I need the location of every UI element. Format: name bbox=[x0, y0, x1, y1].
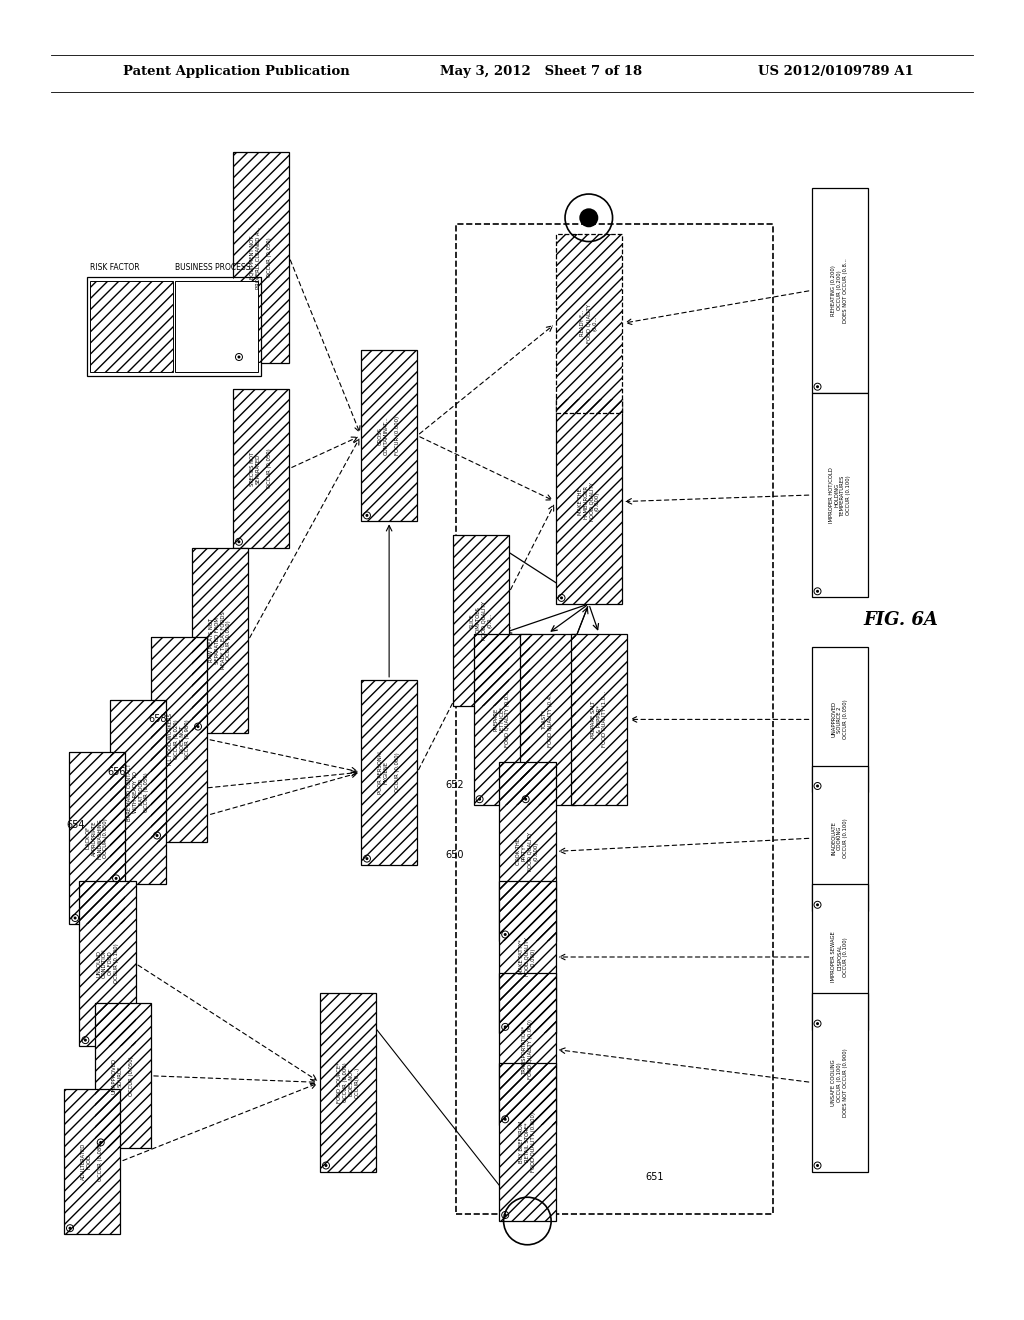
Bar bbox=[456, 224, 773, 1214]
Bar bbox=[811, 187, 868, 392]
Text: FOOD SOURCE*
OCCUR (0.000)
DOES NOT
OCCUR(0...): FOOD SOURCE* OCCUR (0.000) DOES NOT OCCU… bbox=[337, 1063, 359, 1102]
Bar bbox=[193, 548, 248, 733]
Bar bbox=[90, 281, 173, 372]
Circle shape bbox=[325, 1164, 328, 1167]
Bar bbox=[520, 634, 577, 805]
Bar bbox=[360, 350, 418, 521]
Bar bbox=[233, 152, 290, 363]
Bar bbox=[90, 281, 173, 372]
Bar bbox=[500, 882, 555, 1032]
Bar bbox=[811, 766, 868, 911]
Circle shape bbox=[478, 797, 481, 801]
Bar bbox=[193, 548, 248, 733]
Circle shape bbox=[69, 1226, 72, 1230]
Text: 654: 654 bbox=[67, 820, 85, 830]
Bar bbox=[555, 235, 622, 412]
Text: TRANSPORTATION*
FOOD QUALITY (0.000): TRANSPORTATION* FOOD QUALITY (0.000) bbox=[522, 1019, 532, 1080]
Text: LACK OF
APPROPRIATE
HANDWASHING
OCCUR (0.050): LACK OF APPROPRIATE HANDWASHING OCCUR (0… bbox=[86, 818, 109, 858]
Circle shape bbox=[84, 1039, 87, 1041]
Bar bbox=[360, 680, 418, 865]
Text: Patent Application Publication: Patent Application Publication bbox=[123, 66, 349, 78]
Text: 651: 651 bbox=[645, 1172, 664, 1183]
Circle shape bbox=[816, 784, 819, 788]
Bar bbox=[500, 974, 555, 1125]
Text: EQUIPMENT NOT
PROPERLY CLEANED A...

OCCUR (0.050): EQUIPMENT NOT PROPERLY CLEANED A... OCCU… bbox=[250, 226, 272, 289]
Text: BUY BEEF FROM
RETAIL STORE*
FOOD QUALITY (0.000): BUY BEEF FROM RETAIL STORE* FOOD QUALITY… bbox=[519, 1111, 536, 1172]
Circle shape bbox=[238, 540, 241, 544]
Bar bbox=[152, 638, 207, 842]
Circle shape bbox=[580, 209, 598, 227]
Circle shape bbox=[816, 1022, 819, 1026]
Circle shape bbox=[816, 1164, 819, 1167]
Text: COOK THE
PATTY*
FOOD QUALITY
(0.000): COOK THE PATTY* FOOD QUALITY (0.000) bbox=[516, 832, 539, 871]
Text: ADULTERATED
FOOD

OCCUR (0.080): ADULTERATED FOOD OCCUR (0.080) bbox=[81, 1142, 103, 1181]
Bar bbox=[571, 634, 627, 805]
Circle shape bbox=[816, 590, 819, 593]
Bar bbox=[63, 1089, 121, 1234]
Text: REHEATING (0.200)
OCCUR (0.200)
DOES NOT OCCUR (0.8...: REHEATING (0.200) OCCUR (0.200) DOES NOT… bbox=[831, 257, 848, 323]
Bar bbox=[70, 752, 125, 924]
Bar bbox=[500, 763, 555, 940]
Text: UNSAFE COOLING
OCCUR (0.100)
DOES NOT OCCUR (0.900): UNSAFE COOLING OCCUR (0.100) DOES NOT OC… bbox=[831, 1048, 848, 1117]
Text: ILL FOOD WORKERS
OCCUR (0.020)
DOES NOT
OCCUR (0.980): ILL FOOD WORKERS OCCUR (0.020) DOES NOT … bbox=[168, 713, 190, 766]
Bar bbox=[319, 993, 377, 1172]
Circle shape bbox=[816, 903, 819, 907]
Circle shape bbox=[504, 1118, 507, 1121]
Text: BARE HAND CONTACT
WITH READY TO
EAT FOOD
OCCUR (0.050): BARE HAND CONTACT WITH READY TO EAT FOOD… bbox=[127, 763, 150, 821]
Text: UNSOUND
CONDITION
OF FOOD
OCCUR (0.100): UNSOUND CONDITION OF FOOD OCCUR (0.100) bbox=[96, 944, 119, 983]
Text: RISK FACTOR: RISK FACTOR bbox=[90, 263, 139, 272]
Circle shape bbox=[560, 597, 563, 599]
Bar bbox=[500, 882, 555, 1032]
Bar bbox=[94, 1003, 152, 1148]
Bar bbox=[555, 399, 622, 605]
Circle shape bbox=[366, 857, 369, 861]
Text: 650: 650 bbox=[445, 850, 464, 861]
Bar bbox=[473, 634, 530, 805]
Circle shape bbox=[366, 513, 369, 517]
Bar bbox=[500, 974, 555, 1125]
Circle shape bbox=[504, 1026, 507, 1028]
Bar bbox=[811, 647, 868, 792]
Bar bbox=[555, 399, 622, 605]
Circle shape bbox=[504, 1213, 507, 1217]
Text: May 3, 2012   Sheet 7 of 18: May 3, 2012 Sheet 7 of 18 bbox=[440, 66, 642, 78]
Text: MAKE PATTY*
FOOD QUALITY
(0.000): MAKE PATTY* FOOD QUALITY (0.000) bbox=[519, 937, 536, 977]
Text: 658: 658 bbox=[148, 714, 167, 725]
Text: SLICE
TOMATOES
FOOD QUALITY
(0.0...: SLICE TOMATOES FOOD QUALITY (0.0... bbox=[470, 601, 493, 640]
Circle shape bbox=[99, 1140, 102, 1144]
Text: UNAPPROVED
SOURCE

OCCUR (0.050): UNAPPROVED SOURCE OCCUR (0.050) bbox=[112, 1056, 134, 1096]
Bar bbox=[80, 882, 135, 1045]
Bar bbox=[87, 277, 261, 376]
Text: 656: 656 bbox=[108, 767, 126, 777]
Text: TOAST*
FOOD QUALITY (0.4...: TOAST* FOOD QUALITY (0.4... bbox=[543, 692, 553, 747]
Bar bbox=[571, 634, 627, 805]
Text: FIG. 6A: FIG. 6A bbox=[863, 611, 939, 630]
Bar bbox=[500, 763, 555, 940]
Bar bbox=[360, 350, 418, 521]
Circle shape bbox=[74, 916, 77, 920]
Bar bbox=[473, 634, 530, 805]
Circle shape bbox=[115, 876, 118, 880]
Bar bbox=[500, 1063, 555, 1221]
Bar bbox=[520, 634, 577, 805]
Text: 652: 652 bbox=[445, 780, 464, 791]
Text: UNAPPROVED
SOURCE 2
OCCUR (0.050): UNAPPROVED SOURCE 2 OCCUR (0.050) bbox=[831, 700, 848, 739]
Bar bbox=[233, 389, 290, 548]
Text: BUSINESS PROCESS: BUSINESS PROCESS bbox=[175, 263, 251, 272]
Bar bbox=[63, 1089, 121, 1234]
Bar bbox=[111, 700, 166, 884]
Bar bbox=[811, 393, 868, 597]
Circle shape bbox=[504, 933, 507, 936]
Text: CROSS
CONTAMINAT...

FOCUR (0.000): CROSS CONTAMINAT... FOCUR (0.000) bbox=[378, 416, 400, 455]
Circle shape bbox=[156, 834, 159, 837]
Bar bbox=[453, 535, 509, 706]
Bar bbox=[811, 993, 868, 1172]
Bar bbox=[233, 152, 290, 363]
Text: IMPROPER SEWAGE
DISPOSAL
OCCUR (0.100): IMPROPER SEWAGE DISPOSAL OCCUR (0.100) bbox=[831, 932, 848, 982]
Bar bbox=[94, 1003, 152, 1148]
Text: INADEQUATE
COOKING
OCCUR (0.100): INADEQUATE COOKING OCCUR (0.100) bbox=[831, 818, 848, 858]
Text: PREPARE
LETTUCE*
FOOD QUALITY (0.0...: PREPARE LETTUCE* FOOD QUALITY (0.0... bbox=[494, 692, 510, 747]
Bar bbox=[811, 884, 868, 1030]
Text: POOR PERSONAL
HYGIENE

OCCUR (0.000): POOR PERSONAL HYGIENE OCCUR (0.000) bbox=[378, 750, 400, 795]
Bar bbox=[500, 1063, 555, 1221]
